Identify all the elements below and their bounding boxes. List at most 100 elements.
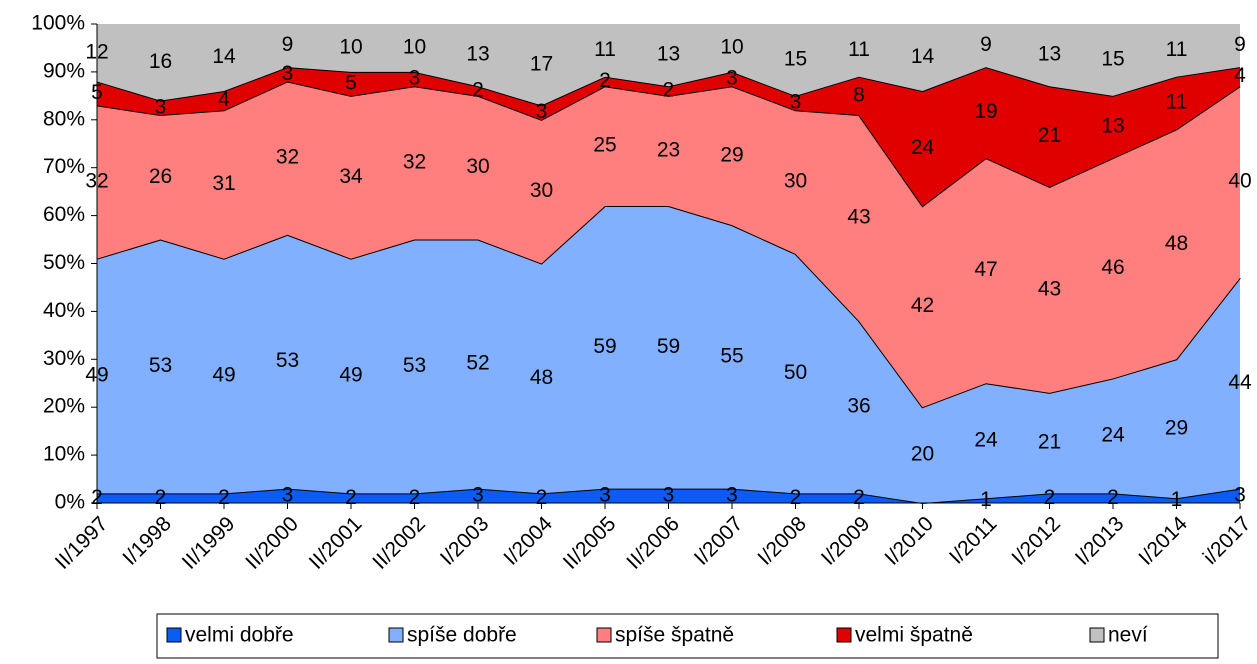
data-label: 24 — [911, 136, 935, 159]
legend-label: velmi špatně — [855, 624, 973, 647]
data-label: 3 — [726, 483, 738, 506]
data-label: 2 — [218, 486, 230, 509]
data-label: 34 — [339, 165, 363, 188]
x-tick-label: I/1998 — [118, 512, 176, 570]
data-label: 11 — [594, 38, 616, 61]
x-tick-label: I/2014 — [1134, 512, 1192, 570]
data-label: 59 — [593, 335, 616, 358]
data-label: 19 — [974, 100, 997, 123]
data-label: 10 — [403, 35, 426, 58]
data-label: 1 — [1171, 488, 1183, 511]
data-label: 30 — [530, 179, 553, 202]
legend-label: spíše špatně — [615, 624, 734, 647]
data-label: 2 — [345, 486, 357, 509]
data-label: 3 — [790, 91, 802, 114]
y-tick-label: 70% — [43, 155, 85, 178]
area — [97, 24, 1240, 106]
x-tick-label: II/1997 — [51, 512, 113, 574]
data-label: 50 — [784, 361, 807, 384]
data-label: 3 — [282, 483, 294, 506]
data-label: 2 — [1044, 486, 1056, 509]
area — [97, 81, 1240, 408]
y-tick-label: 80% — [43, 107, 85, 130]
y-tick-label: 60% — [43, 203, 85, 226]
data-label: 3 — [663, 483, 675, 506]
data-label: 2 — [409, 486, 421, 509]
data-label: 26 — [149, 165, 172, 188]
data-label: 2 — [155, 486, 167, 509]
y-tick-label: 50% — [43, 251, 85, 274]
data-label: 5 — [345, 71, 357, 94]
legend-swatch — [1089, 627, 1105, 643]
data-label: 21 — [1038, 431, 1061, 454]
data-label: 9 — [1234, 33, 1246, 56]
data-label: 24 — [1101, 423, 1125, 446]
x-tick-label: I/2004 — [499, 512, 557, 570]
legend-label: velmi dobře — [185, 624, 294, 647]
data-label: 2 — [663, 79, 675, 102]
data-label: 3 — [599, 483, 611, 506]
data-label: 43 — [847, 206, 870, 229]
x-tick-label: I/2011 — [945, 512, 1001, 568]
legend-swatch — [388, 627, 404, 643]
area — [97, 488, 1240, 503]
data-label: 40 — [1228, 170, 1251, 193]
data-label: 48 — [1165, 232, 1188, 255]
data-label: 3 — [472, 483, 484, 506]
data-label: 9 — [282, 33, 294, 56]
y-tick-label: 20% — [43, 395, 85, 418]
data-label: 14 — [911, 45, 935, 68]
data-label: 49 — [339, 364, 362, 387]
data-label: 3 — [1234, 483, 1246, 506]
data-label: 14 — [212, 45, 236, 68]
y-tick-label: 10% — [43, 443, 85, 466]
data-label: 31 — [212, 172, 235, 195]
data-label: 47 — [974, 258, 997, 281]
data-label: 2 — [790, 486, 802, 509]
data-label: 52 — [466, 352, 489, 375]
data-label: 9 — [980, 33, 992, 56]
x-tick-label: II/2006 — [622, 512, 684, 574]
legend-label: spíše dobře — [407, 624, 517, 647]
data-label: 13 — [657, 43, 680, 66]
x-tick-label: II/2005 — [559, 512, 621, 574]
y-tick-label: 90% — [43, 59, 85, 82]
y-tick-label: 100% — [31, 12, 85, 35]
data-label: 42 — [911, 294, 934, 317]
data-label: 30 — [784, 170, 807, 193]
data-label: 8 — [853, 83, 865, 106]
data-label: 1 — [980, 488, 992, 511]
data-label: 29 — [720, 143, 743, 166]
x-tick-label: I/2007 — [690, 512, 748, 570]
y-tick-label: 30% — [43, 347, 85, 370]
x-tick-label: I/2013 — [1071, 512, 1129, 570]
data-label: 32 — [276, 146, 299, 169]
y-tick-label: 40% — [43, 299, 85, 322]
data-label: 3 — [282, 62, 294, 85]
data-label: 3 — [536, 100, 548, 123]
x-tick-label: II/2001 — [305, 512, 367, 574]
data-label: 17 — [530, 52, 553, 75]
data-label: 4 — [1234, 64, 1246, 87]
data-label: 16 — [149, 50, 172, 73]
data-label: 11 — [1166, 38, 1188, 61]
legend: velmi dobře spíše dobře spíše špatně velmi … — [156, 613, 1219, 659]
data-label: 43 — [1038, 277, 1061, 300]
legend-swatch — [166, 627, 182, 643]
data-label: 53 — [149, 354, 172, 377]
data-label: 24 — [974, 428, 998, 451]
legend-label: neví — [1108, 624, 1148, 647]
data-label: 46 — [1101, 256, 1124, 279]
data-label: 2 — [599, 69, 611, 92]
data-label: 29 — [1165, 416, 1188, 439]
legend-swatch — [596, 627, 612, 643]
x-tick-label: II/1999 — [178, 512, 240, 574]
x-tick-label: II/2002 — [368, 512, 430, 574]
data-label: 3 — [726, 67, 738, 90]
data-label: 13 — [1101, 115, 1124, 138]
data-label: 21 — [1038, 124, 1061, 147]
data-label: 53 — [276, 349, 299, 372]
data-label: 2 — [1107, 486, 1119, 509]
x-tick-label: i/2017 — [1199, 512, 1256, 569]
